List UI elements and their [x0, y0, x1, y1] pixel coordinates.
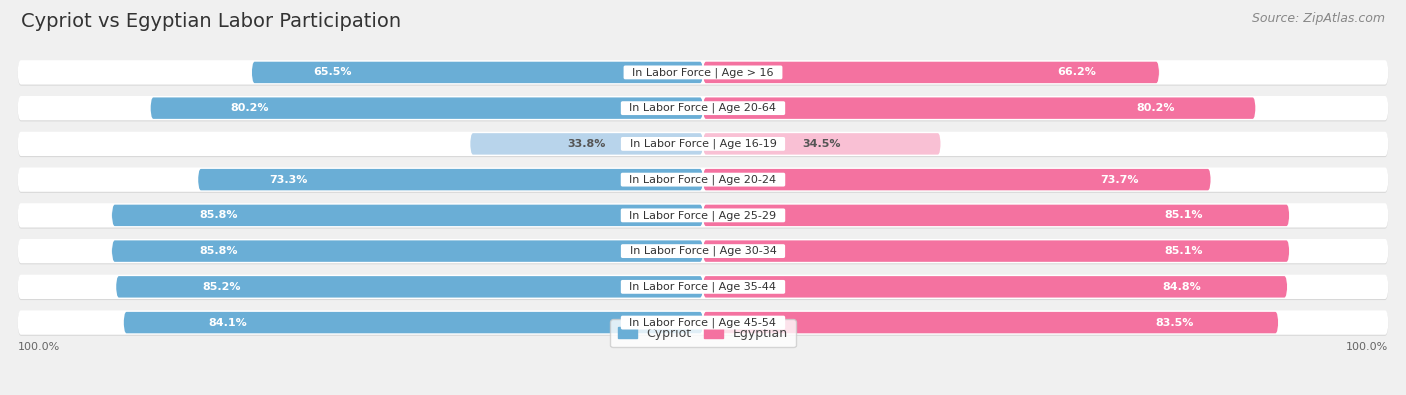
Text: In Labor Force | Age 30-34: In Labor Force | Age 30-34 — [623, 246, 783, 256]
FancyBboxPatch shape — [17, 310, 1389, 335]
Text: 33.8%: 33.8% — [568, 139, 606, 149]
FancyBboxPatch shape — [703, 98, 1256, 119]
FancyBboxPatch shape — [17, 97, 1389, 121]
FancyBboxPatch shape — [470, 133, 703, 154]
FancyBboxPatch shape — [703, 133, 941, 154]
FancyBboxPatch shape — [198, 169, 703, 190]
Text: 80.2%: 80.2% — [1137, 103, 1175, 113]
FancyBboxPatch shape — [252, 62, 703, 83]
FancyBboxPatch shape — [17, 240, 1389, 264]
Text: 66.2%: 66.2% — [1057, 68, 1097, 77]
Text: 83.5%: 83.5% — [1156, 318, 1194, 327]
Text: In Labor Force | Age 20-64: In Labor Force | Age 20-64 — [623, 103, 783, 113]
FancyBboxPatch shape — [17, 204, 1389, 229]
FancyBboxPatch shape — [703, 312, 1278, 333]
Text: 85.8%: 85.8% — [200, 211, 238, 220]
FancyBboxPatch shape — [703, 169, 1211, 190]
FancyBboxPatch shape — [150, 98, 703, 119]
FancyBboxPatch shape — [17, 312, 1389, 336]
FancyBboxPatch shape — [17, 133, 1389, 157]
FancyBboxPatch shape — [17, 61, 1389, 86]
Text: 73.7%: 73.7% — [1099, 175, 1139, 184]
FancyBboxPatch shape — [17, 275, 1389, 299]
FancyBboxPatch shape — [17, 96, 1389, 120]
Text: 85.1%: 85.1% — [1164, 211, 1204, 220]
Text: In Labor Force | Age 25-29: In Labor Force | Age 25-29 — [623, 210, 783, 221]
Legend: Cypriot, Egyptian: Cypriot, Egyptian — [610, 319, 796, 347]
FancyBboxPatch shape — [703, 276, 1288, 297]
Text: 85.2%: 85.2% — [202, 282, 240, 292]
Text: 85.8%: 85.8% — [200, 246, 238, 256]
Text: 84.1%: 84.1% — [208, 318, 247, 327]
Text: In Labor Force | Age > 16: In Labor Force | Age > 16 — [626, 67, 780, 78]
FancyBboxPatch shape — [17, 276, 1389, 300]
Text: Cypriot vs Egyptian Labor Participation: Cypriot vs Egyptian Labor Participation — [21, 12, 401, 31]
Text: 65.5%: 65.5% — [314, 68, 353, 77]
FancyBboxPatch shape — [17, 203, 1389, 228]
Text: 80.2%: 80.2% — [231, 103, 269, 113]
Text: In Labor Force | Age 45-54: In Labor Force | Age 45-54 — [623, 317, 783, 328]
Text: 84.8%: 84.8% — [1163, 282, 1202, 292]
FancyBboxPatch shape — [124, 312, 703, 333]
Text: In Labor Force | Age 35-44: In Labor Force | Age 35-44 — [623, 282, 783, 292]
FancyBboxPatch shape — [112, 205, 703, 226]
Text: 100.0%: 100.0% — [1347, 342, 1389, 352]
FancyBboxPatch shape — [17, 169, 1389, 193]
FancyBboxPatch shape — [703, 205, 1289, 226]
Text: Source: ZipAtlas.com: Source: ZipAtlas.com — [1251, 12, 1385, 25]
FancyBboxPatch shape — [17, 132, 1389, 156]
Text: In Labor Force | Age 20-24: In Labor Force | Age 20-24 — [623, 174, 783, 185]
Text: In Labor Force | Age 16-19: In Labor Force | Age 16-19 — [623, 139, 783, 149]
Text: 100.0%: 100.0% — [17, 342, 59, 352]
FancyBboxPatch shape — [17, 167, 1389, 192]
FancyBboxPatch shape — [112, 241, 703, 262]
FancyBboxPatch shape — [117, 276, 703, 297]
Text: 34.5%: 34.5% — [803, 139, 841, 149]
Text: 85.1%: 85.1% — [1164, 246, 1204, 256]
FancyBboxPatch shape — [17, 239, 1389, 263]
Text: 73.3%: 73.3% — [270, 175, 308, 184]
FancyBboxPatch shape — [17, 60, 1389, 85]
FancyBboxPatch shape — [703, 241, 1289, 262]
FancyBboxPatch shape — [703, 62, 1159, 83]
